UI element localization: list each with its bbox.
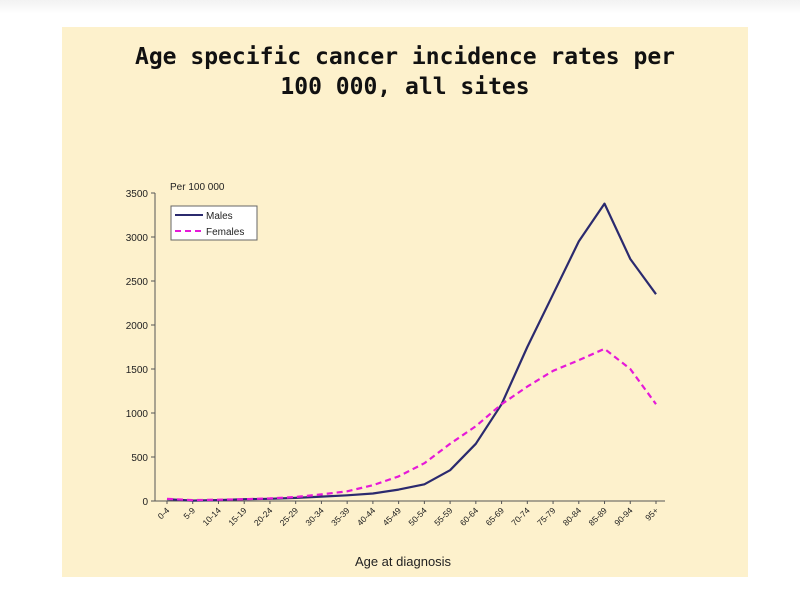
unit-label: Per 100 000 (170, 182, 225, 193)
x-tick-label: 95+ (643, 505, 660, 522)
x-tick-label: 90-94 (612, 505, 635, 528)
x-tick-label: 10-14 (200, 505, 223, 528)
series-line-females (166, 347, 657, 502)
legend-label-males: Males (206, 211, 233, 222)
legend-label-females: Females (206, 227, 244, 238)
chart-title-line-1: Age specific cancer incidence rates per (134, 44, 676, 70)
x-tick-label: 25-29 (278, 505, 301, 528)
x-tick-label: 50-54 (406, 505, 429, 528)
x-tick-label: 15-19 (226, 505, 249, 528)
x-axis-label: Age at diagnosis (355, 554, 452, 569)
chart-title-line-2: 100 000, all sites (280, 74, 530, 100)
x-tick-label: 45-49 (381, 505, 404, 528)
x-tick-label: 80-84 (561, 505, 584, 528)
y-tick-label: 1500 (126, 365, 149, 376)
chart-title: Age specific cancer incidence rates per … (62, 42, 748, 102)
x-tick-label: 70-74 (509, 505, 532, 528)
x-tick-label: 65-69 (484, 505, 507, 528)
x-tick-label: 0-4 (156, 505, 172, 521)
legend: Males Females (170, 205, 258, 241)
slide-panel: Age specific cancer incidence rates per … (62, 27, 748, 577)
x-tick-label: 40-44 (355, 505, 378, 528)
y-tick-label: 3000 (126, 233, 149, 244)
x-tick-label: 75-79 (535, 505, 558, 528)
y-tick-label: 0 (142, 497, 148, 508)
y-tick-label: 2000 (126, 321, 149, 332)
y-tick-label: 2500 (126, 277, 149, 288)
series-line-males (166, 202, 657, 502)
x-tick-label: 20-24 (252, 505, 275, 528)
y-tick-label: 500 (131, 453, 148, 464)
series-layer (166, 202, 657, 502)
y-tick-label: 3500 (126, 189, 149, 200)
y-tick-label: 1000 (126, 409, 149, 420)
x-tick-label: 30-34 (303, 505, 326, 528)
x-tick-label: 35-39 (329, 505, 352, 528)
x-tick-label: 60-64 (458, 505, 481, 528)
window-top-bar (0, 0, 800, 14)
x-tick-label: 55-59 (432, 505, 455, 528)
x-tick-label: 5-9 (181, 505, 197, 521)
x-tick-label: 85-89 (586, 505, 609, 528)
legend-box (170, 205, 258, 241)
